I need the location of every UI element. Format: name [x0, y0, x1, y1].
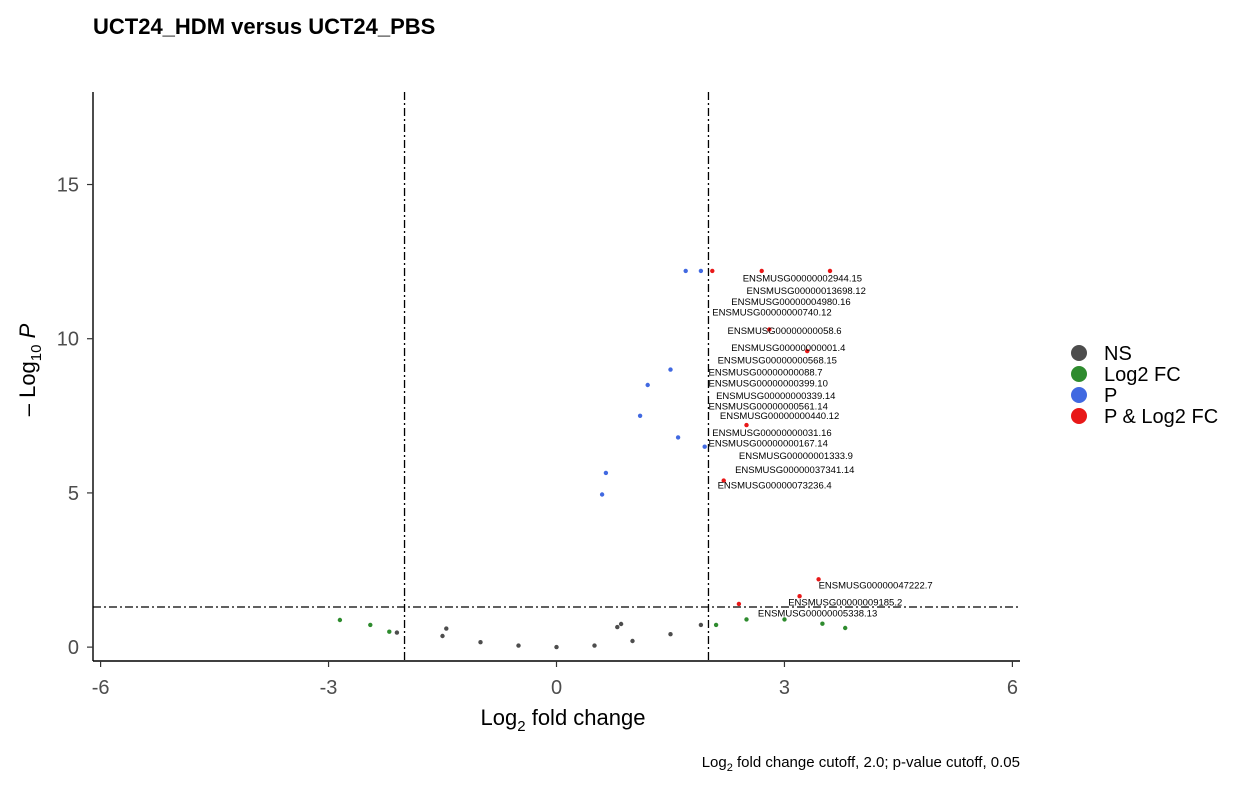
legend-key-ns	[1071, 345, 1087, 361]
x-tick-label: -3	[320, 677, 338, 699]
point-log2-fc-0	[337, 617, 343, 623]
point-p-5	[645, 382, 650, 388]
gene-label: ENSMUSG00000001333.9	[739, 451, 853, 462]
gene-label: ENSMUSG00000073236.4	[718, 480, 832, 491]
gene-label: ENSMUSG00000000561.14	[709, 402, 828, 413]
axis-ticks: -6 -3 0 3 6 0 5 10 15	[57, 175, 1018, 699]
legend-label: P	[1104, 385, 1117, 407]
point-p-log2-fc-4	[721, 478, 726, 483]
point-ns-6	[630, 638, 635, 644]
gene-label: ENSMUSG00000000088.7	[709, 368, 823, 379]
x-tick-label: 3	[779, 677, 790, 699]
point-log2-fc-6	[820, 621, 825, 626]
legend-key-p-log2-fc	[1071, 408, 1087, 424]
gene-label: ENSMUSG00000000001.4	[731, 343, 845, 354]
gene-label: ENSMUSG00000000167.14	[709, 439, 828, 450]
gene-label: ENSMUSG00000000399.10	[709, 379, 828, 390]
legend-label: NS	[1104, 343, 1132, 365]
x-tick-label: -6	[92, 677, 110, 699]
point-p-7	[675, 435, 681, 440]
point-p-log2-fc-3	[805, 348, 810, 354]
point-p-log2-fc-7	[816, 577, 821, 582]
chart-title: UCT24_HDM versus UCT24_PBS	[93, 14, 435, 39]
point-ns-3	[516, 643, 521, 648]
point-ns-11	[615, 624, 620, 630]
legend-label: P & Log2 FC	[1104, 406, 1218, 428]
point-p-3	[683, 268, 688, 274]
cutoff-caption: Log2 fold change cutoff, 2.0; p-value cu…	[702, 754, 1020, 774]
point-p-2	[668, 367, 673, 372]
y-tick-label: 15	[57, 175, 79, 197]
gene-label: ENSMUSG00000000740.12	[712, 308, 831, 319]
point-p-6	[637, 413, 643, 418]
gene-label: ENSMUSG00000005338.13	[758, 608, 877, 619]
x-tick-label: 0	[551, 677, 562, 699]
legend-label: Log2 FC	[1104, 364, 1181, 386]
gene-label: ENSMUSG00000000031.16	[712, 428, 831, 439]
point-ns-4	[554, 644, 559, 650]
point-ns-0	[394, 630, 400, 635]
point-ns-1	[440, 633, 445, 639]
cutoff-lines	[93, 92, 1020, 661]
y-tick-label: 10	[57, 329, 79, 351]
gene-label: ENSMUSG00000004980.16	[731, 297, 850, 308]
gene-label: ENSMUSG00000013698.12	[747, 286, 866, 297]
y-tick-label: 0	[68, 637, 79, 659]
point-log2-fc-7	[843, 625, 848, 631]
point-p-0	[603, 470, 609, 476]
point-p-log2-fc-6	[767, 327, 772, 332]
point-ns-9	[444, 626, 449, 631]
points-layer	[337, 268, 848, 650]
point-p-log2-fc-5	[744, 422, 749, 428]
point-log2-fc-4	[744, 617, 749, 622]
point-p-4	[698, 268, 704, 274]
point-p-log2-fc-9	[736, 601, 742, 607]
gene-label: ENSMUSG00000037341.14	[735, 465, 854, 476]
gene-label: ENSMUSG00000000568.15	[718, 355, 837, 366]
legend-key-log2-fc	[1071, 366, 1087, 382]
point-p-1	[599, 492, 605, 497]
point-p-log2-fc-0	[710, 268, 715, 274]
axes	[92, 92, 1020, 662]
point-ns-10	[618, 621, 624, 627]
gene-labels: ENSMUSG00000002944.15ENSMUSG00000013698.…	[709, 274, 933, 620]
gene-label: ENSMUSG00000000440.12	[720, 411, 839, 422]
point-p-log2-fc-8	[797, 594, 802, 599]
point-ns-2	[478, 640, 483, 645]
point-log2-fc-5	[782, 617, 787, 622]
point-p-log2-fc-1	[759, 268, 764, 274]
point-ns-8	[698, 622, 704, 628]
point-log2-fc-3	[713, 622, 719, 628]
point-p-8	[702, 444, 707, 449]
gene-label: ENSMUSG00000002944.15	[743, 274, 862, 285]
x-tick-label: 6	[1007, 677, 1018, 699]
x-axis-title: Log2 fold change	[481, 705, 646, 735]
y-axis-title: – Log10 P	[15, 323, 45, 416]
legend-key-p	[1071, 387, 1087, 403]
gene-label: ENSMUSG00000047222.7	[819, 581, 933, 592]
gene-label: ENSMUSG00000000058.6	[728, 326, 842, 337]
gene-label: ENSMUSG00000009185.2	[788, 598, 902, 609]
point-ns-7	[668, 632, 673, 637]
point-ns-5	[592, 643, 597, 648]
gene-label: ENSMUSG00000000339.14	[716, 391, 835, 402]
point-log2-fc-2	[387, 629, 392, 634]
y-tick-label: 5	[68, 483, 79, 505]
point-p-log2-fc-2	[827, 268, 833, 274]
point-log2-fc-1	[368, 622, 373, 628]
